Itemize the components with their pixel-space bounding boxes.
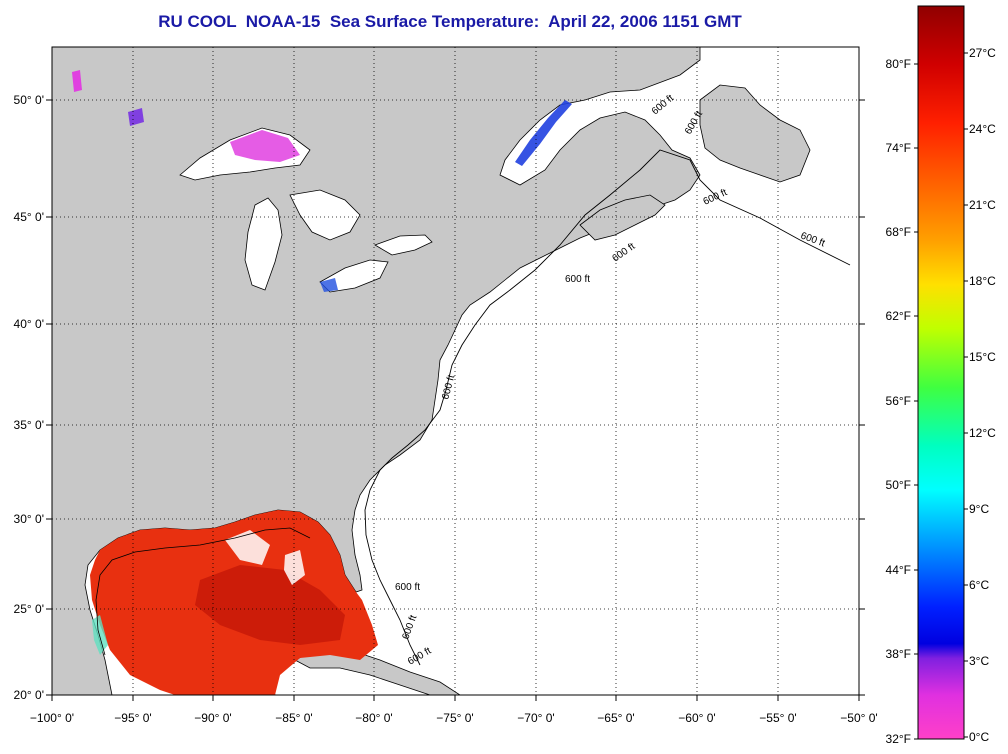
isobath-600ft — [364, 149, 851, 666]
colorbar-label-celsius: 6°C — [969, 578, 989, 592]
lon-tick-label: −95° 0' — [114, 711, 151, 725]
lon-tick-label: −55° 0' — [759, 711, 796, 725]
colorbar — [917, 5, 965, 740]
graticule — [52, 47, 859, 695]
lat-tick-label: 45° 0' — [14, 210, 44, 224]
isobath-label: 600 ft — [395, 582, 420, 593]
lon-tick-label: −50° 0' — [840, 711, 877, 725]
colorbar-label-fahrenheit: 62°F — [886, 309, 911, 323]
lat-tick-label: 20° 0' — [14, 688, 44, 702]
colorbar-label-celsius: 21°C — [969, 198, 996, 212]
colorbar-label-celsius: 15°C — [969, 350, 996, 364]
lake-sst-spot-2 — [72, 70, 82, 92]
lat-tick-label: 35° 0' — [14, 418, 44, 432]
isobath-600ft-gulf — [95, 527, 311, 656]
colorbar-label-celsius: 18°C — [969, 274, 996, 288]
colorbar-label-celsius: 3°C — [969, 654, 989, 668]
colorbar-label-celsius: 0°C — [969, 730, 989, 744]
land-nova-scotia — [579, 194, 666, 241]
lake-huron — [289, 189, 361, 241]
land-newfoundland — [699, 84, 811, 183]
lake-erie — [319, 259, 389, 293]
gulf-sst-warm-core — [195, 565, 345, 645]
colorbar-label-celsius: 27°C — [969, 46, 996, 60]
st-lawrence-sst — [515, 100, 572, 166]
colorbar-label-celsius: 9°C — [969, 502, 989, 516]
lon-tick-label: −100° 0' — [30, 711, 74, 725]
gulf-sst-cool-edge — [92, 615, 108, 655]
lon-tick-label: −80° 0' — [355, 711, 392, 725]
lon-tick-label: −75° 0' — [436, 711, 473, 725]
lake-sst-spot — [128, 108, 144, 126]
gulf-sst-cloud-patch-2 — [284, 550, 305, 585]
colorbar-label-fahrenheit: 56°F — [886, 394, 911, 408]
lake-ontario — [374, 234, 433, 256]
lon-tick-label: −65° 0' — [597, 711, 634, 725]
gulf-sst-cloud-patch — [225, 530, 270, 565]
colorbar-label-fahrenheit: 50°F — [886, 478, 911, 492]
lon-tick-label: −90° 0' — [194, 711, 231, 725]
colorbar-label-fahrenheit: 68°F — [886, 225, 911, 239]
isobath-label: 600 ft — [565, 274, 590, 285]
lon-tick-label: −85° 0' — [275, 711, 312, 725]
lat-tick-label: 30° 0' — [14, 512, 44, 526]
lat-tick-label: 50° 0' — [14, 93, 44, 107]
colorbar-label-fahrenheit: 80°F — [886, 57, 911, 71]
lon-tick-label: −60° 0' — [678, 711, 715, 725]
lat-tick-label: 40° 0' — [14, 317, 44, 331]
lake-superior-sst-cold — [230, 130, 300, 162]
map-title: RU COOL NOAA-15 Sea Surface Temperature:… — [158, 12, 742, 31]
colorbar-label-fahrenheit: 38°F — [886, 647, 911, 661]
colorbar-label-fahrenheit: 74°F — [886, 141, 911, 155]
colorbar-label-celsius: 12°C — [969, 426, 996, 440]
colorbar-label-fahrenheit: 44°F — [886, 563, 911, 577]
lat-tick-label: 25° 0' — [14, 602, 44, 616]
lake-erie-sst — [320, 278, 338, 292]
colorbar-label-celsius: 24°C — [969, 122, 996, 136]
colorbar-label-fahrenheit: 32°F — [886, 732, 911, 746]
lake-michigan — [244, 197, 283, 291]
lon-tick-label: −70° 0' — [517, 711, 554, 725]
